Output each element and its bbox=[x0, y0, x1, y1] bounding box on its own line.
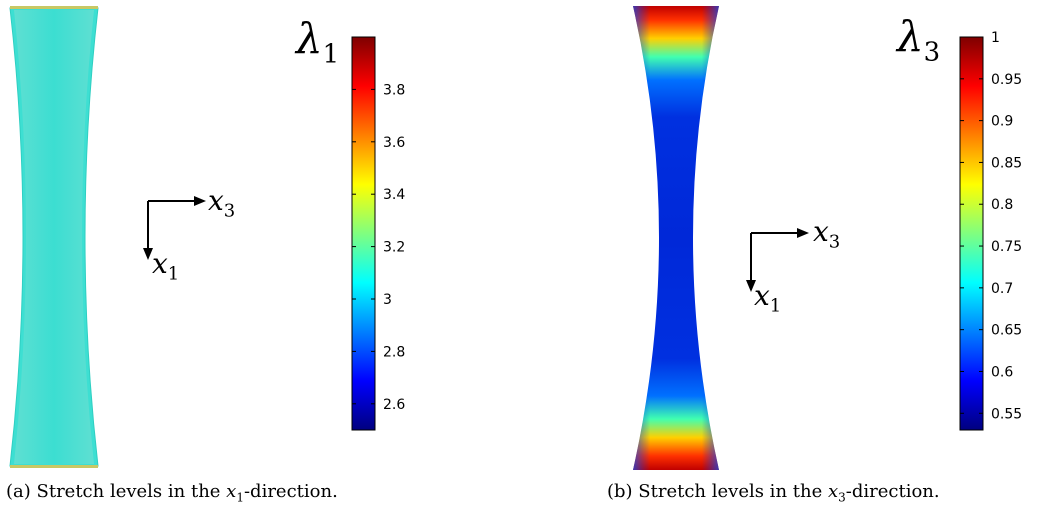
axes-a bbox=[143, 196, 206, 260]
axes-b bbox=[746, 228, 809, 292]
colorbar-tick-label: 0.65 bbox=[991, 323, 1022, 339]
colorbar-b-title: λ3 bbox=[897, 12, 941, 68]
figure-a-graphic: 3.8 3.6 3.4 3.2 3 2.8 2.6 bbox=[9, 6, 405, 468]
colorbar-tick-label: 0.9 bbox=[991, 114, 1013, 130]
arrow-right-icon bbox=[194, 196, 206, 206]
axis-label-a-horizontal: x3 bbox=[208, 184, 236, 222]
figure-panel-b: 1 0.95 0.9 0.85 0.8 0.75 0.7 0.65 0.6 0.55 x3 x1 … bbox=[521, 0, 1042, 515]
axis-label-b-horizontal: x3 bbox=[813, 215, 841, 253]
colorbar-tick-label: 3.4 bbox=[383, 187, 405, 203]
colorbar-tick-label: 3.8 bbox=[383, 82, 405, 98]
colorbar-tick-label: 0.7 bbox=[991, 281, 1013, 297]
colorbar-tick-label: 2.8 bbox=[383, 344, 405, 360]
specimen-a-bottom-edge bbox=[10, 465, 98, 468]
axis-label-b-vertical: x1 bbox=[754, 279, 782, 317]
specimen-a-shading bbox=[14, 10, 94, 464]
specimen-b-side-shading bbox=[633, 6, 719, 470]
colorbar-tick-label: 3 bbox=[383, 292, 392, 308]
colorbar-tick-label: 0.95 bbox=[991, 72, 1022, 88]
colorbar-b bbox=[959, 36, 984, 431]
figure-b-graphic: 1 0.95 0.9 0.85 0.8 0.75 0.7 0.65 0.6 0.55 bbox=[633, 6, 1022, 470]
colorbar-tick-label: 3.6 bbox=[383, 135, 405, 151]
arrow-right-icon bbox=[797, 228, 809, 238]
colorbar-a-ticks: 3.8 3.6 3.4 3.2 3 2.8 2.6 bbox=[352, 82, 405, 413]
arrow-down-icon bbox=[143, 248, 153, 260]
arrow-down-icon bbox=[746, 280, 756, 292]
colorbar-b-ticks: 1 0.95 0.9 0.85 0.8 0.75 0.7 0.65 0.6 0.55 bbox=[960, 30, 1022, 422]
figure-panel-a: 3.8 3.6 3.4 3.2 3 2.8 2.6 x3 x1 λ1 (a) Stretch… bbox=[6, 6, 405, 505]
caption-b: (b) Stretch levels in the x3-direction. bbox=[607, 481, 940, 505]
colorbar-tick-label: 0.6 bbox=[991, 364, 1013, 380]
axis-label-a-vertical: x1 bbox=[152, 247, 180, 285]
colorbar-tick-label: 0.8 bbox=[991, 197, 1013, 213]
colorbar-tick-label: 2.6 bbox=[383, 397, 405, 413]
caption-a: (a) Stretch levels in the x1-direction. bbox=[6, 481, 338, 505]
colorbar-tick-label: 0.85 bbox=[991, 155, 1022, 171]
colorbar-a bbox=[351, 36, 376, 431]
colorbar-tick-label: 1 bbox=[991, 30, 1000, 46]
colorbar-a-title: λ1 bbox=[296, 14, 340, 70]
specimen-a-top-edge bbox=[10, 6, 98, 9]
colorbar-tick-label: 0.55 bbox=[991, 406, 1022, 422]
colorbar-tick-label: 0.75 bbox=[991, 239, 1022, 255]
colorbar-tick-label: 3.2 bbox=[383, 240, 405, 256]
